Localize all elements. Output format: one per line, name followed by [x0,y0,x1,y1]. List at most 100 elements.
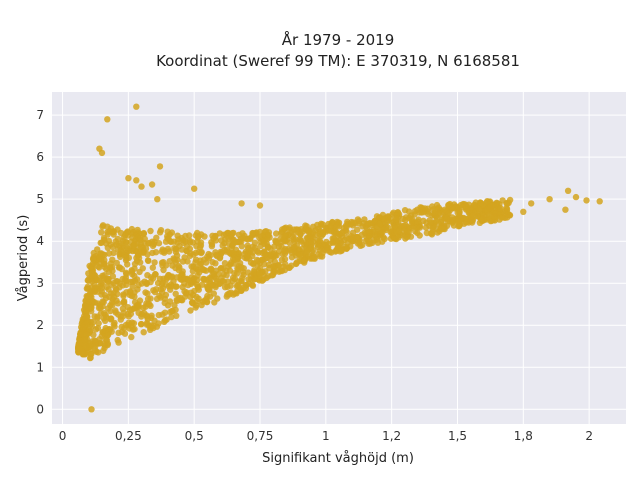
scatter-point [167,238,174,245]
scatter-point [121,330,129,337]
scatter-point [414,218,421,225]
scatter-point [224,283,231,290]
scatter-point [400,222,408,230]
scatter-point [252,275,260,282]
scatter-point [89,260,97,267]
y-tick-label: 7 [36,108,44,122]
scatter-point [189,268,197,275]
scatter-point [99,223,106,230]
scatter-point [258,256,265,264]
scatter-point [274,239,281,247]
scatter-point [249,229,256,237]
scatter-point [115,339,122,346]
scatter-point [99,279,106,286]
scatter-point [140,329,147,336]
scatter-point [127,278,134,286]
scatter-point [203,298,211,306]
scatter-point [256,202,264,209]
scatter-point [355,238,362,245]
scatter-point [281,255,289,263]
scatter-point [276,248,283,255]
tick-labels: 0 0,25 0,5 0,75 1 1,2 1,5 1,8 2 0 1 2 3 4 5 6 7 [36,108,593,443]
scatter-point [144,272,151,279]
scatter-point [393,215,400,223]
scatter-point [99,272,106,279]
scatter-point [186,252,194,259]
scatter-point [194,297,201,305]
scatter-point [143,321,150,328]
scatter-point [160,266,167,274]
scatter-point [178,246,186,253]
scatter-point [427,219,434,227]
scatter-point [106,227,113,235]
scatter-point [114,226,121,233]
scatter-point [91,313,98,320]
scatter-point [342,222,350,229]
y-tick-label: 5 [36,192,44,206]
scatter-point [312,227,319,234]
scatter-point [200,256,208,263]
scatter-point [175,236,182,243]
x-tick-label: 2 [585,429,593,443]
scatter-point [150,287,157,294]
scatter-point [316,237,323,244]
scatter-point [434,215,441,222]
scatter-point [475,205,483,213]
scatter-point [123,239,130,246]
scatter-point [151,238,158,246]
scatter-point [291,243,298,250]
scatter-point [479,215,486,223]
x-tick-label: 0,75 [247,429,274,443]
scatter-point [506,196,514,204]
scatter-point [497,205,504,212]
scatter-point [104,305,112,312]
scatter-point [148,181,156,188]
scatter-point [414,229,421,237]
scatter-point [362,237,369,245]
scatter-point [104,116,111,123]
scatter-point [98,149,106,157]
scatter-point [297,237,305,244]
scatter-point [173,274,180,281]
scatter-point [281,232,288,240]
scatter-point [231,275,238,282]
scatter-point [431,209,438,216]
grid-lines [52,92,626,424]
scatter-point [206,293,214,300]
scatter-point [211,299,218,306]
scatter-point [87,350,94,357]
scatter-point [153,295,161,303]
scatter-point [234,282,241,289]
scatter-point [168,274,175,281]
scatter-point [92,338,99,345]
scatter-point [297,251,304,258]
scatter-point [393,227,400,234]
scatter-point [156,275,164,282]
scatter-point [382,224,390,231]
scatter-point [137,321,145,328]
scatter-point [346,235,353,242]
scatter-point [201,275,208,283]
scatter-point [141,235,148,243]
scatter-point [137,243,145,250]
scatter-point [110,321,118,328]
scatter-point [79,331,86,338]
scatter-point [301,257,308,264]
scatter-point [131,325,138,333]
scatter-point [214,278,221,285]
scatter-point [491,213,498,220]
scatter-point [154,196,161,203]
scatter-point [130,242,137,250]
scatter-point [189,299,196,306]
scatter-point [267,251,274,259]
scatter-point [267,245,274,252]
scatter-point [443,215,450,222]
scatter-point [107,316,114,323]
scatter-point [192,249,200,256]
scatter-point [159,285,167,292]
scatter-point [384,218,391,225]
scatter-point [134,286,141,293]
scatter-point [391,235,398,242]
x-tick-label: 1,5 [448,429,467,443]
scatter-point [141,278,148,285]
